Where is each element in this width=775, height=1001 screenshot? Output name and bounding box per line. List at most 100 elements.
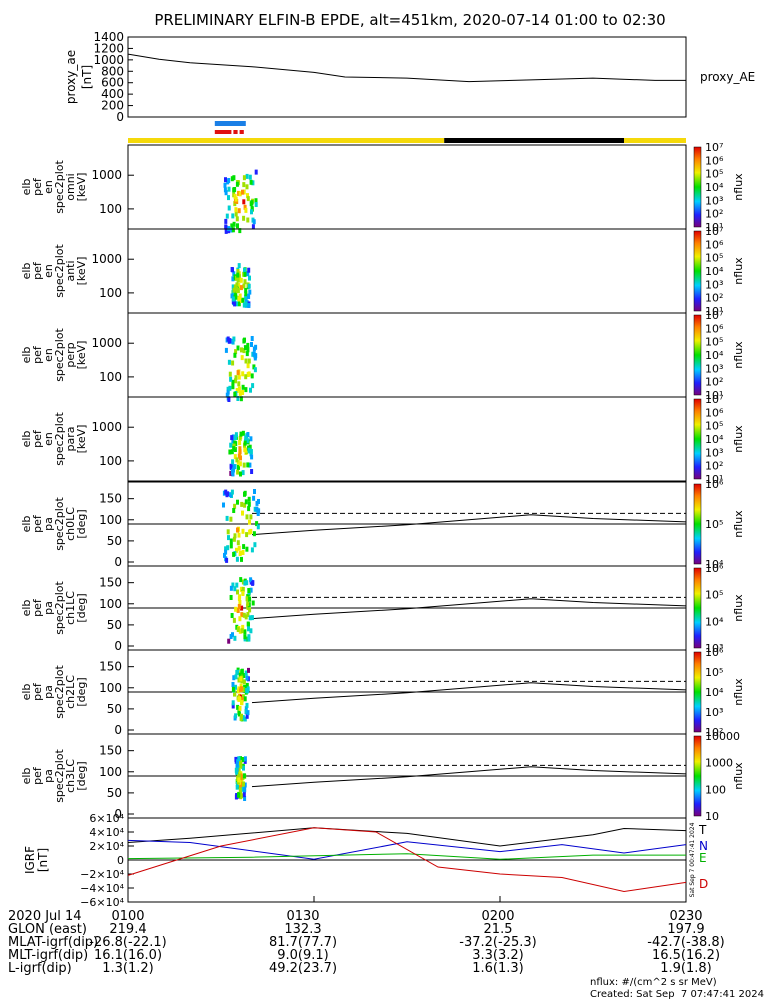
igrf-tick-label: 2×10⁴ [89,840,124,853]
pitch-spectrogram-cell [237,677,241,683]
pitch-spectrogram-cell [234,674,238,680]
pitch-spectrogram-cell [246,601,250,607]
spectrogram-cell [238,446,242,452]
pitch-spectrogram-cell [245,682,249,688]
spectrogram-cell [252,351,256,357]
pitch-spectrogram-cell [229,585,233,591]
ephemeris-value: -37.2(-25.3) [459,935,537,950]
colorbar-tick-label: 10⁴ [705,433,724,446]
pitch-spectrogram-cell [242,765,245,771]
colorbar-tick-label: 10⁴ [705,558,724,571]
spectrogram-cell [233,454,237,460]
pitch-spectrogram-cell [225,557,229,563]
spectrogram-cell [232,287,236,293]
pitch-spectrogram-cell [229,492,232,498]
spectrogram-cell [235,301,238,307]
panel-ylabel: elb [20,684,33,701]
panel-ylabel: pef [31,261,44,280]
spectrogram-cell [231,459,235,465]
pitch-spectrogram-cell [243,787,247,793]
pitch-spectrogram-cell [241,715,245,721]
pitch-spectrogram-cell [226,545,230,551]
colorbar [693,735,702,817]
spectrogram-cell [243,447,247,453]
pitch-spectrogram-cell [232,617,236,623]
pitch-spectrogram-cell [247,588,251,593]
panel-ylabel: elb [20,347,33,364]
spectrogram-cell [225,392,229,398]
spectrogram-cell [250,206,254,212]
panel-ylabel: pef [31,766,44,785]
igrf-tick-label: −6×10⁴ [80,896,124,909]
spectrogram-cell [235,181,239,187]
spectrogram-cell [235,216,239,222]
pitch-spectrogram-cell [243,580,247,586]
colorbar-label: nflux [732,510,745,538]
spectrogram-cell [236,223,239,229]
science-zone-blue [214,121,246,126]
panel-ylabel: para [64,427,77,452]
igrf-tick-label: 6×10⁴ [89,812,124,825]
pitch-spectrogram-cell [235,762,239,768]
spectrogram-cell [238,440,242,446]
pitch-spectrogram-cell [236,627,240,632]
spectrogram-cell [237,208,241,214]
pitch-spectrogram-cell [247,636,251,642]
colorbar-tick-label: 10⁶ [705,238,724,251]
pitch-spectrogram-cell [247,496,251,502]
pitch-spectrogram-cell [245,580,249,586]
panel-ylabel: [keV] [75,425,88,454]
spectrogram-cell [242,302,246,308]
spectrogram-cell [235,288,239,294]
spectrogram-cell [229,463,233,469]
pitch-spectrogram-cell [235,784,239,790]
spectrogram-cell [237,274,241,280]
pitch-spectrogram-cell [235,547,238,553]
colorbar [693,398,702,480]
spectrogram-cell [234,196,238,202]
spectrogram-cell [228,338,232,344]
spectrogram-cell [248,275,251,281]
spectrogram-cell [247,294,251,299]
pitch-spectrogram-cell [240,628,244,634]
pitch-spectrogram-cell [241,550,245,555]
pitch-spectrogram-cell [253,542,257,548]
spectrogram-cell [247,267,251,273]
science-zone-red [233,130,238,134]
spectrogram-cell [227,359,231,365]
pitch-spectrogram-cell [243,756,247,762]
colorbar [693,651,702,733]
spectrogram-cell [237,386,241,392]
colorbar-tick-label: 10³ [705,194,723,207]
pitch-spectrogram-cell [240,501,244,507]
spectrogram-cell [253,367,257,373]
energy-tick-label: 100 [99,370,122,384]
panel-ylabel: [keV] [75,257,88,286]
pitch-spectrogram-cell [234,713,238,719]
ephemeris-value: 9.0(9.1) [277,948,329,963]
spectrogram-cell [223,182,227,188]
ae-tick-label: 0 [116,110,124,124]
spectrogram-cell [232,175,236,181]
spectrogram-cell [243,204,247,210]
spectrogram-cell [246,196,250,202]
colorbar [693,230,702,312]
spectrogram-cell [242,189,246,195]
spectrogram-cell [234,294,238,300]
orbit-bar-segment [444,138,624,143]
spectrogram-cell [247,358,251,364]
spectrogram-cell [245,438,249,444]
panel-ylabel: spec2plot [53,412,66,466]
loss-cone-line [251,514,687,536]
pitch-spectrogram-cell [241,786,245,792]
panel-ylabel: elb [20,516,33,533]
colorbar-tick-label: 10⁵ [705,518,723,531]
ae-tick-label: 800 [101,64,124,78]
pitch-spectrogram-cell [242,781,245,787]
panel-ylabel: elb [20,431,33,448]
orbit-bar-segment [624,138,686,143]
ae-tick-label: 1000 [93,53,124,67]
panel-ylabel: [deg] [75,593,88,622]
